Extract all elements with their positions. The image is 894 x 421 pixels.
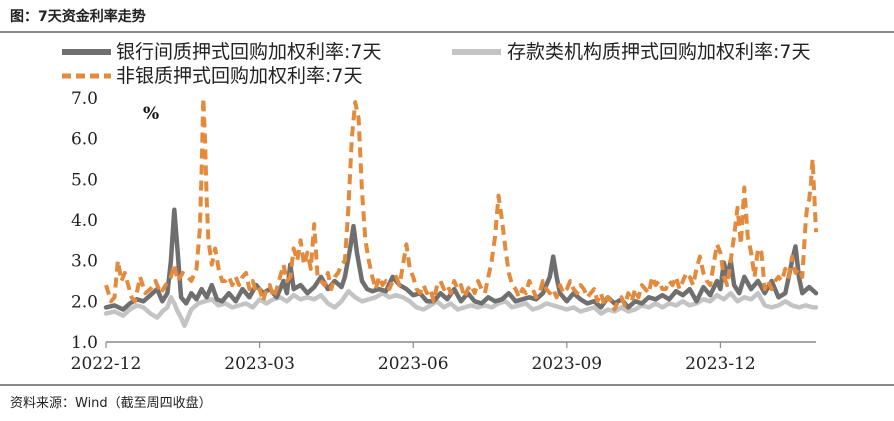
nonbank-rate-line: [104, 96, 818, 312]
x-axis: 2022-12 2023-03 2023-06 2023-09 2023-12: [71, 341, 816, 374]
y-tick-label: 3.0: [71, 252, 98, 272]
x-tick-label: 2023-09: [531, 354, 602, 374]
top-rule: [0, 31, 894, 33]
source-note: 资料来源：Wind（截至周四收盘）: [10, 396, 212, 411]
y-tick-label: 1.0: [71, 333, 98, 353]
x-tick-label: 2023-03: [224, 354, 295, 374]
interbank-rate-line: [103, 207, 819, 312]
legend-label-interbank: 银行间质押式回购加权利率:7天: [116, 41, 382, 63]
y-tick-label: 6.0: [71, 130, 98, 150]
y-tick-label: 2.0: [71, 292, 98, 312]
legend-item-interbank: 银行间质押式回购加权利率:7天: [62, 41, 382, 63]
bottom-rule: [0, 384, 894, 386]
legend-item-depository: 存款类机构质押式回购加权利率:7天: [452, 41, 811, 63]
y-tick-label: 7.0: [71, 89, 98, 109]
legend: 银行间质押式回购加权利率:7天 存款类机构质押式回购加权利率:7天 非银质押式回…: [62, 41, 811, 87]
legend-label-depository: 存款类机构质押式回购加权利率:7天: [507, 41, 811, 63]
y-axis: 1.0 2.0 3.0 4.0 5.0 6.0 7.0: [71, 89, 98, 353]
figure-title: 图：7天资金利率走势: [10, 9, 146, 25]
x-tick-label: 2022-12: [71, 354, 142, 374]
plot-area: [103, 96, 819, 328]
unit-label: %: [143, 104, 159, 124]
x-tick-label: 2023-12: [685, 354, 756, 374]
x-tick-label: 2023-06: [378, 354, 449, 374]
legend-item-nonbank: 非银质押式回购加权利率:7天: [62, 65, 363, 87]
legend-label-nonbank: 非银质押式回购加权利率:7天: [116, 65, 363, 87]
y-tick-label: 4.0: [71, 211, 98, 231]
y-tick-label: 5.0: [71, 170, 98, 190]
